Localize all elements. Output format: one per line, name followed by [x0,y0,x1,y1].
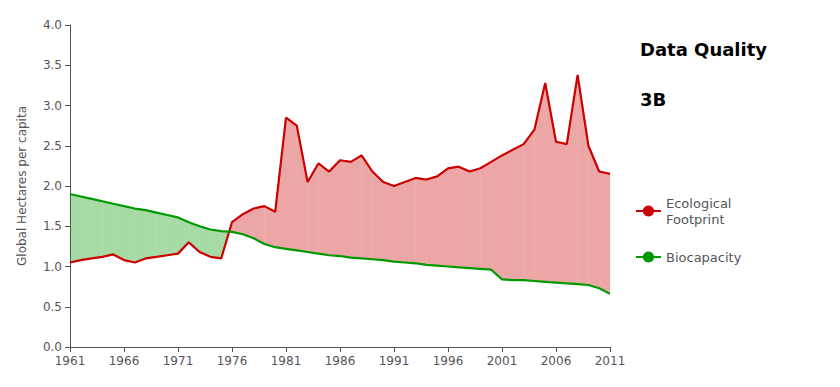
svg-text:2.5: 2.5 [43,139,62,153]
svg-text:Global Hectares per capita: Global Hectares per capita [15,106,29,266]
svg-text:1971: 1971 [163,354,194,368]
svg-text:1961: 1961 [55,354,86,368]
svg-text:1.5: 1.5 [43,219,62,233]
svg-text:0.5: 0.5 [43,300,62,314]
svg-text:3.0: 3.0 [43,99,62,113]
svg-text:1996: 1996 [433,354,464,368]
svg-text:2.0: 2.0 [43,179,62,193]
svg-text:1966: 1966 [109,354,140,368]
svg-text:3.5: 3.5 [43,58,62,72]
svg-text:1981: 1981 [271,354,302,368]
svg-text:1976: 1976 [217,354,248,368]
svg-text:2006: 2006 [541,354,572,368]
svg-text:Ecological: Ecological [666,196,731,211]
svg-text:2001: 2001 [487,354,518,368]
svg-text:4.0: 4.0 [43,18,62,32]
svg-text:1.0: 1.0 [43,260,62,274]
svg-text:Footprint: Footprint [666,212,725,227]
svg-text:0.0: 0.0 [43,340,62,354]
svg-text:1986: 1986 [325,354,356,368]
svg-text:Biocapacity: Biocapacity [666,250,742,265]
svg-text:1991: 1991 [379,354,410,368]
svg-text:Data Quality: Data Quality [640,39,767,60]
svg-text:2011: 2011 [595,354,626,368]
svg-text:3B: 3B [640,89,666,110]
